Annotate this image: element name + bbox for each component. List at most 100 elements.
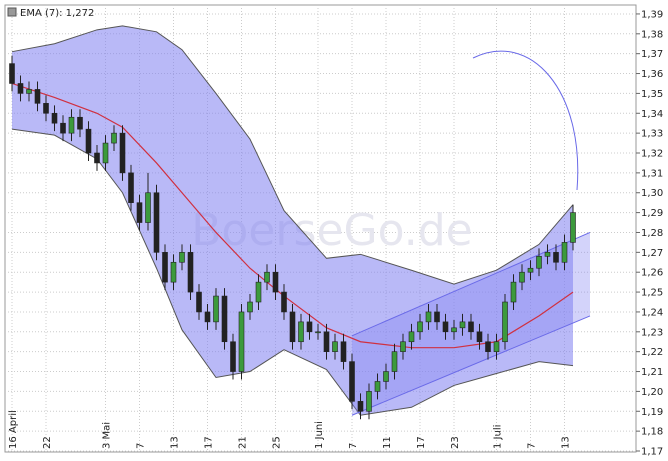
x-tick-label: 11: [382, 436, 393, 449]
channel-line: [351, 315, 591, 416]
x-tick-label: 13: [561, 436, 572, 449]
x-tick-label: 17: [204, 436, 215, 449]
y-tick-label: 1,23: [641, 327, 663, 338]
candle-body: [391, 351, 398, 372]
candle-body: [485, 341, 491, 352]
y-tick-label: 1,34: [641, 109, 663, 120]
candle-body: [315, 331, 321, 334]
y-tick-label: 1,31: [641, 168, 663, 179]
candle-body: [187, 252, 194, 293]
y-tick-label: 1,27: [641, 248, 663, 259]
candle-body: [43, 103, 49, 114]
candle-body: [179, 252, 185, 263]
candle-body: [238, 311, 245, 372]
x-tick-label: 7: [348, 443, 359, 449]
candle-body: [221, 295, 228, 343]
candle-body: [170, 261, 177, 283]
candle-body: [451, 327, 457, 333]
candle-body: [561, 242, 568, 263]
y-tick-label: 1,38: [641, 29, 663, 40]
candle-body: [425, 311, 432, 323]
candle-body: [230, 341, 236, 372]
candle-body: [442, 321, 449, 333]
y-tick-label: 1,29: [641, 208, 663, 219]
x-tick-label: 1 Juni: [314, 421, 325, 449]
candle-body: [272, 271, 279, 293]
x-tick-label: 17: [416, 436, 427, 449]
x-tick-label: 7: [527, 443, 538, 449]
candle-body: [204, 311, 211, 323]
candle-body: [162, 252, 168, 283]
y-tick-label: 1,32: [641, 149, 663, 160]
candle-body: [502, 301, 508, 343]
y-tick-label: 1,30: [641, 188, 663, 199]
legend-label: EMA (7): 1,272: [20, 8, 94, 19]
candle-body: [408, 331, 415, 343]
candle-body: [85, 128, 92, 154]
candle-body: [553, 252, 559, 263]
drawn-arc: [472, 50, 579, 191]
y-tick-label: 1,20: [641, 387, 663, 398]
y-tick-label: 1,28: [641, 228, 663, 239]
candle-body: [468, 321, 474, 333]
candle-body: [323, 331, 330, 352]
candle-body: [527, 267, 534, 273]
candle-body: [357, 401, 364, 412]
candle-body: [374, 381, 381, 392]
candle-body: [264, 271, 270, 283]
y-tick-label: 1,22: [641, 347, 663, 358]
candle-body: [213, 295, 219, 323]
candle-body: [136, 202, 143, 223]
x-tick-label: 1 Juli: [493, 425, 504, 449]
candle-body: [476, 331, 483, 343]
candle-body: [17, 83, 24, 94]
y-tick-label: 1,26: [641, 268, 663, 279]
band-line: [11, 25, 574, 285]
candle-body: [544, 252, 551, 257]
candle-body: [289, 311, 296, 343]
y-tick-label: 1,25: [641, 288, 663, 299]
candle-body: [247, 301, 253, 313]
candle-body: [298, 321, 304, 343]
x-tick-label: 3 Mai: [102, 422, 113, 449]
y-tick-label: 1,36: [641, 69, 663, 80]
candle-body: [26, 89, 32, 94]
channel-line: [351, 232, 591, 337]
candle-body: [349, 361, 355, 402]
x-tick-label: 23: [450, 436, 461, 449]
candle-body: [34, 89, 41, 104]
x-tick-label: 25: [272, 436, 283, 449]
candle-body: [332, 341, 338, 352]
candle-body: [119, 132, 126, 174]
candle-body: [340, 341, 347, 362]
candle-body: [417, 321, 423, 333]
candle-body: [128, 172, 134, 203]
y-tick-label: 1,17: [641, 447, 663, 457]
y-tick-label: 1,19: [641, 407, 663, 418]
candle-body: [434, 311, 440, 323]
candle-body: [145, 192, 151, 223]
candle-body: [281, 291, 287, 313]
candle-body: [111, 132, 117, 144]
candle-body: [570, 212, 576, 243]
candle-body: [51, 112, 58, 124]
y-tick-label: 1,35: [641, 89, 663, 100]
x-tick-label: 22: [42, 436, 53, 449]
candle-body: [493, 341, 500, 352]
candle-body: [94, 152, 100, 164]
candle-body: [510, 281, 517, 303]
y-tick-label: 1,37: [641, 49, 663, 60]
candle-body: [77, 116, 83, 130]
candle-body: [306, 321, 313, 333]
candle-body: [400, 341, 406, 352]
candle-body: [383, 371, 389, 382]
candle-body: [196, 291, 202, 313]
candle-body: [536, 256, 542, 269]
y-tick-label: 1,24: [641, 307, 663, 318]
y-tick-label: 1,18: [641, 427, 663, 438]
y-tick-label: 1,39: [641, 9, 663, 20]
y-tick-label: 1,33: [641, 129, 663, 140]
x-tick-label: 21: [238, 436, 249, 449]
band-line: [11, 128, 574, 416]
